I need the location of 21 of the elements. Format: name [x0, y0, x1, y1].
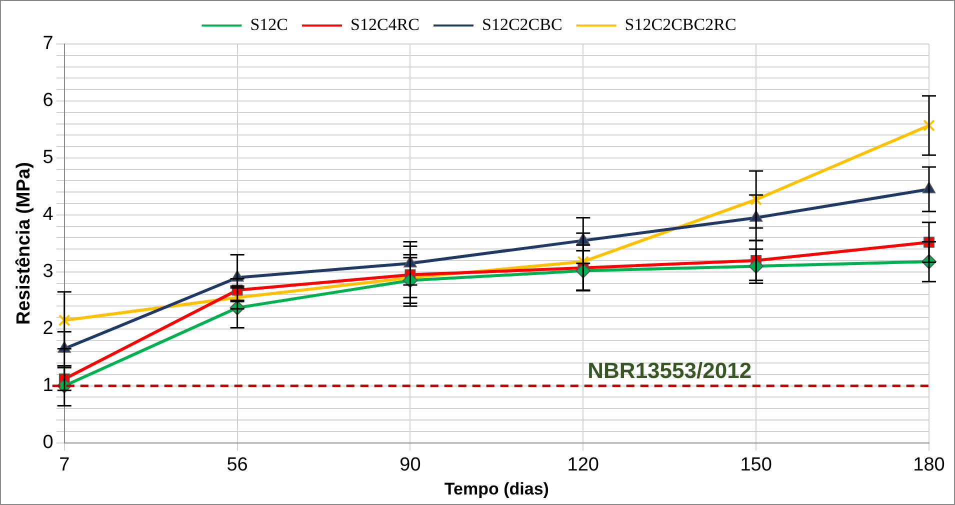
ref-line-label: NBR13553/2012	[588, 358, 752, 383]
y-tick-label: 6	[42, 90, 54, 112]
x-tick-label: 150	[740, 454, 772, 476]
y-axis-title: Resistência (MPa)	[14, 162, 35, 325]
x-tick-label: 180	[913, 454, 945, 476]
x-tick-label: 120	[567, 454, 599, 476]
y-tick-label: 2	[42, 318, 54, 340]
x-tick-label: 7	[59, 454, 70, 476]
y-tick-label: 3	[42, 261, 54, 282]
y-tick-label: 4	[42, 204, 54, 226]
x-axis-title: Tempo (dias)	[444, 479, 549, 498]
y-tick-label: 7	[42, 33, 54, 54]
legend-label: S12C	[250, 14, 288, 34]
legend-label: S12C2CBC2RC	[624, 14, 736, 34]
legend-label: S12C2CBC	[482, 14, 562, 34]
y-tick-label: 5	[42, 147, 54, 168]
y-tick-label: 1	[42, 375, 54, 396]
x-tick-label: 90	[400, 454, 421, 476]
x-tick-label: 56	[226, 454, 248, 476]
legend-label: S12C4RC	[350, 14, 420, 34]
y-tick-label: 0	[42, 432, 54, 454]
